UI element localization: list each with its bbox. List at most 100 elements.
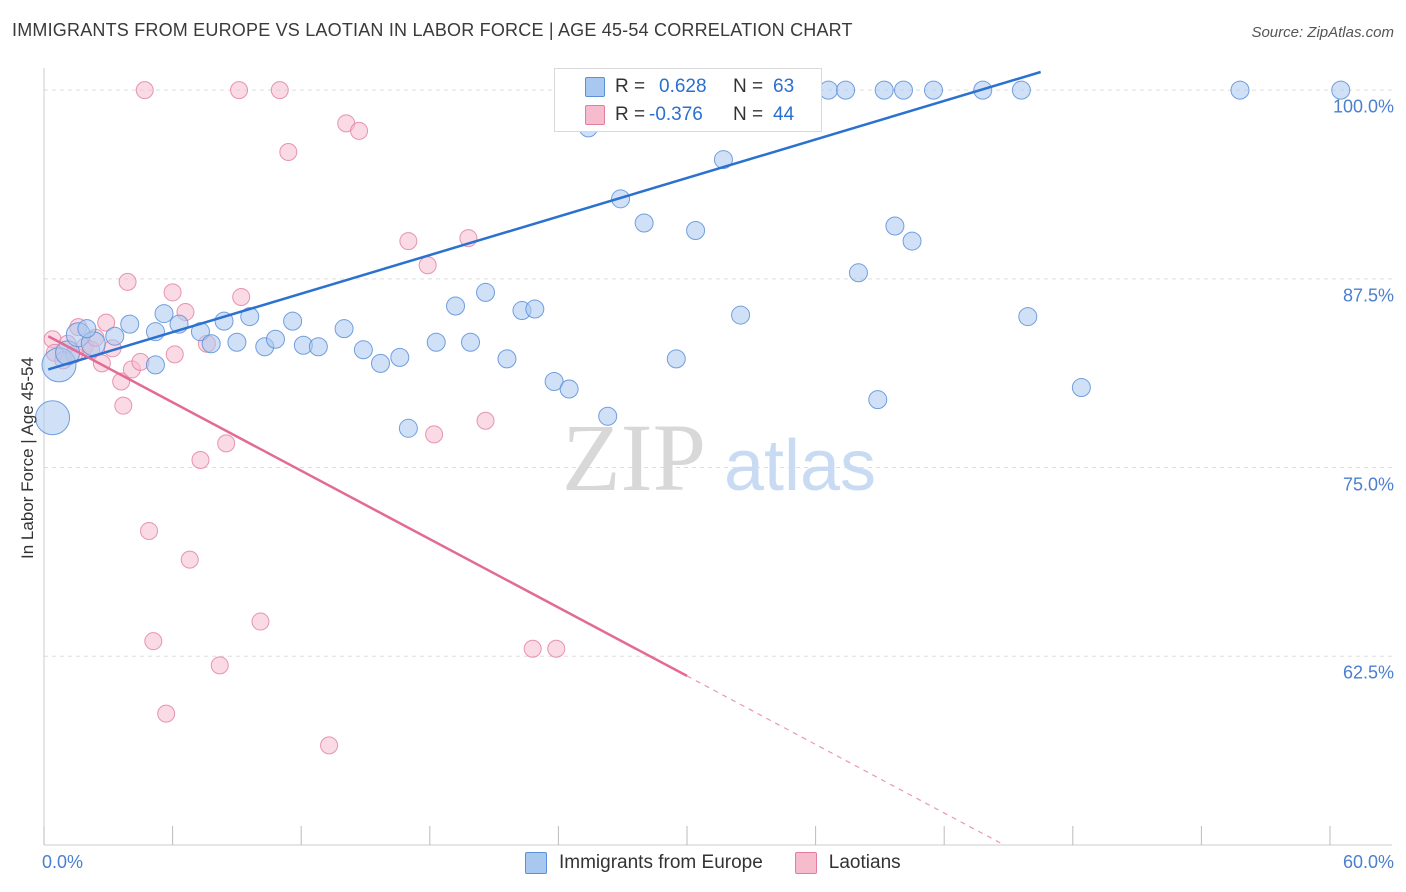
laotians-point xyxy=(476,411,495,430)
europe-points xyxy=(35,80,1351,438)
laotians-point xyxy=(140,521,159,540)
laotians-point xyxy=(270,81,289,100)
europe-point xyxy=(201,334,221,354)
europe-point xyxy=(1230,80,1250,100)
legend-label-europe: Immigrants from Europe xyxy=(559,852,763,873)
laotians-point xyxy=(320,736,339,755)
n-value: 63 xyxy=(773,76,795,97)
laotians-point xyxy=(165,345,184,364)
europe-point xyxy=(371,353,391,373)
europe-point xyxy=(154,304,174,324)
europe-point xyxy=(713,150,733,170)
grid-lines xyxy=(44,89,1392,657)
europe-point xyxy=(145,355,165,375)
europe-point xyxy=(666,349,686,369)
r-label: R = xyxy=(615,76,646,97)
europe-point xyxy=(283,311,303,331)
chart-title: IMMIGRANTS FROM EUROPE VS LAOTIAN IN LAB… xyxy=(12,20,853,40)
europe-point xyxy=(598,406,618,426)
europe-point xyxy=(544,372,564,392)
watermark-atlas: atlas xyxy=(724,426,876,506)
r-value: 0.628 xyxy=(659,76,707,97)
y-tick-label: 62.5% xyxy=(1342,662,1394,683)
europe-point xyxy=(634,213,654,233)
europe-point xyxy=(390,347,410,367)
europe-trend-line xyxy=(47,70,1042,371)
watermark-zip: ZIP xyxy=(562,404,706,511)
axes xyxy=(43,68,1392,846)
laotians-point xyxy=(418,256,437,275)
europe-point xyxy=(105,326,125,346)
europe-point xyxy=(836,80,856,100)
x-tick-label-min: 0.0% xyxy=(42,852,84,872)
y-tick-label: 100.0% xyxy=(1332,96,1394,117)
correlation-legend: R = 0.628 N = 63 R = -0.376 N = 44 xyxy=(554,68,822,132)
y-axis-label: In Labor Force | Age 45-54 xyxy=(18,357,37,559)
r-value: -0.376 xyxy=(649,104,703,125)
trend-lines xyxy=(47,70,1042,846)
europe-point xyxy=(497,349,517,369)
laotians-point xyxy=(97,313,116,332)
laotians-points xyxy=(43,81,566,755)
europe-point xyxy=(874,80,894,100)
europe-point xyxy=(525,299,545,319)
laotians-point xyxy=(131,352,150,371)
europe-point xyxy=(1011,80,1031,100)
laotians-point xyxy=(180,550,199,569)
series-legend: Immigrants from Europe Laotians xyxy=(525,852,933,874)
europe-point xyxy=(868,390,888,410)
europe-point xyxy=(77,319,97,339)
europe-point xyxy=(686,221,706,241)
europe-point xyxy=(731,305,751,325)
europe-point xyxy=(559,379,579,399)
europe-point xyxy=(893,80,913,100)
x-tick-label-max: 60.0% xyxy=(1342,852,1394,872)
y-tick-label: 75.0% xyxy=(1342,474,1394,495)
laotians-point xyxy=(144,632,163,651)
n-value: 44 xyxy=(773,104,795,125)
europe-point xyxy=(1331,80,1351,100)
laotians-point xyxy=(230,81,249,100)
europe-point xyxy=(923,80,943,100)
laotians-swatch xyxy=(585,105,605,125)
laotians-legend-swatch xyxy=(794,852,817,874)
europe-point xyxy=(120,314,140,334)
legend-item-europe: Immigrants from Europe xyxy=(525,852,763,874)
europe-point xyxy=(461,332,481,352)
laotians-point xyxy=(210,656,229,675)
laotians-point xyxy=(251,612,270,631)
laotians-point xyxy=(118,272,137,291)
laotians-point xyxy=(547,639,566,658)
europe-point xyxy=(308,337,328,357)
n-label: N = xyxy=(733,104,764,125)
r-label: R = xyxy=(615,104,646,125)
europe-point xyxy=(1018,307,1038,327)
europe-point xyxy=(446,296,466,316)
europe-point xyxy=(1071,378,1091,398)
legend-label-laotians: Laotians xyxy=(828,852,901,873)
source-label: Source: ZipAtlas.com xyxy=(1251,24,1394,41)
watermark: ZIP atlas xyxy=(562,404,876,511)
europe-point xyxy=(334,319,354,339)
europe-point xyxy=(35,400,71,436)
europe-point xyxy=(353,340,373,360)
laotians-point xyxy=(399,232,418,251)
europe-point xyxy=(818,80,838,100)
y-tick-label: 87.5% xyxy=(1342,285,1394,306)
europe-point xyxy=(426,332,446,352)
laotians-point xyxy=(217,434,236,453)
europe-swatch xyxy=(585,77,605,97)
laotians-point xyxy=(425,425,444,444)
laotians-trend-extension xyxy=(686,675,1005,846)
laotians-point xyxy=(163,283,182,302)
laotians-point xyxy=(232,287,251,306)
europe-point xyxy=(398,418,418,438)
laotians-point xyxy=(114,396,133,415)
europe-point xyxy=(885,216,905,236)
legend-item-laotians: Laotians xyxy=(794,852,901,874)
n-label: N = xyxy=(733,76,764,97)
europe-point xyxy=(902,231,922,251)
laotians-point xyxy=(350,121,369,140)
europe-point xyxy=(848,263,868,283)
